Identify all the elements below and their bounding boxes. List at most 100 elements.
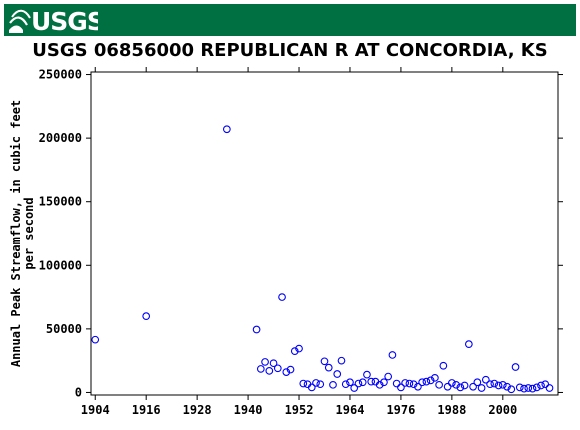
data-point <box>532 383 541 392</box>
y-tick-label: 100000 <box>39 258 82 272</box>
data-point <box>290 347 299 355</box>
usgs-header-bar: USGS <box>4 4 576 36</box>
data-point <box>494 381 503 390</box>
data-point <box>443 382 452 391</box>
data-point <box>388 351 397 359</box>
data-point <box>486 380 494 389</box>
data-point <box>401 379 410 387</box>
data-point <box>464 340 473 348</box>
x-tick-label: 1964 <box>336 403 365 417</box>
data-point <box>422 377 431 386</box>
data-point <box>380 378 388 387</box>
data-point <box>142 312 151 321</box>
x-tick-label: 2000 <box>488 403 517 417</box>
data-point <box>286 365 295 374</box>
x-tick-label: 1928 <box>183 403 212 417</box>
data-point <box>252 325 261 334</box>
data-points <box>91 125 554 394</box>
data-point <box>448 379 456 387</box>
x-tick-label: 1916 <box>132 403 161 417</box>
data-point <box>414 382 422 391</box>
data-point <box>337 356 346 365</box>
data-point <box>498 380 507 389</box>
data-point <box>477 384 486 392</box>
data-point <box>469 382 477 391</box>
y-tick-label: 150000 <box>39 195 82 209</box>
y-tick-label: 50000 <box>46 322 82 336</box>
data-point <box>439 361 448 370</box>
data-point <box>256 365 265 373</box>
data-point <box>363 370 371 379</box>
x-tick-label: 1952 <box>285 403 314 417</box>
data-point <box>307 383 316 392</box>
data-point <box>282 368 291 376</box>
data-point <box>503 382 511 391</box>
data-point <box>473 378 482 387</box>
data-point <box>384 372 393 381</box>
data-point <box>409 380 418 389</box>
usgs-logo[interactable]: USGS <box>8 6 98 34</box>
data-point <box>456 383 465 392</box>
data-point <box>452 380 460 389</box>
x-tick-label: 1988 <box>437 403 466 417</box>
x-tick-label: 1940 <box>234 403 263 417</box>
data-point <box>392 379 401 388</box>
usgs-wave-icon <box>9 9 31 33</box>
y-tick-label: 250000 <box>39 68 82 82</box>
y-axis-label-line: per second <box>22 197 36 269</box>
data-point <box>490 379 499 388</box>
data-point <box>91 335 100 344</box>
usgs-logo-text: USGS <box>31 7 98 34</box>
data-point <box>545 384 554 392</box>
data-point <box>507 385 516 394</box>
y-tick-label: 0 <box>75 385 82 399</box>
data-point <box>375 380 384 389</box>
x-tick-label: 1904 <box>81 403 110 417</box>
data-point <box>460 381 469 390</box>
data-point <box>269 359 278 368</box>
data-point <box>278 293 286 301</box>
plot-frame <box>90 71 559 396</box>
data-point <box>435 380 443 389</box>
x-tick-label: 1976 <box>386 403 415 417</box>
data-point <box>316 380 325 389</box>
data-point <box>405 379 414 388</box>
data-point <box>524 384 533 392</box>
data-point <box>358 378 367 387</box>
chart-title: USGS 06856000 REPUBLICAN R AT CONCORDIA,… <box>32 40 548 61</box>
data-point <box>397 383 405 392</box>
data-point <box>299 379 308 388</box>
data-point <box>273 364 282 373</box>
data-point <box>528 384 537 393</box>
data-point <box>537 381 545 390</box>
data-point <box>341 380 350 389</box>
data-point <box>520 384 528 393</box>
data-point <box>511 363 520 371</box>
y-axis-title: Annual Peak Streamflow, in cubic feet per… <box>9 100 36 367</box>
data-point <box>481 375 490 384</box>
y-tick-label: 200000 <box>39 131 82 145</box>
data-point <box>367 377 376 386</box>
data-point <box>320 357 329 366</box>
data-point <box>354 379 363 388</box>
data-point <box>312 379 320 387</box>
data-point <box>223 125 231 134</box>
y-axis-ticks: 0 50000 100000 150000 200000 250000 <box>39 68 563 399</box>
data-point <box>431 373 439 382</box>
data-point <box>346 378 354 387</box>
data-point <box>295 344 303 353</box>
x-axis-ticks: 1904 1916 1928 1940 1952 1964 1976 1988 2000 <box>81 67 517 417</box>
data-point <box>329 380 337 389</box>
data-point <box>418 378 426 387</box>
data-point <box>333 370 342 378</box>
y-axis-label-line: Annual Peak Streamflow, in cubic feet <box>9 100 23 367</box>
data-point <box>265 366 274 375</box>
data-point <box>515 383 524 392</box>
data-point <box>541 380 550 389</box>
data-point <box>426 376 435 385</box>
data-point <box>350 384 359 392</box>
data-point <box>324 363 333 372</box>
data-point <box>261 358 269 366</box>
